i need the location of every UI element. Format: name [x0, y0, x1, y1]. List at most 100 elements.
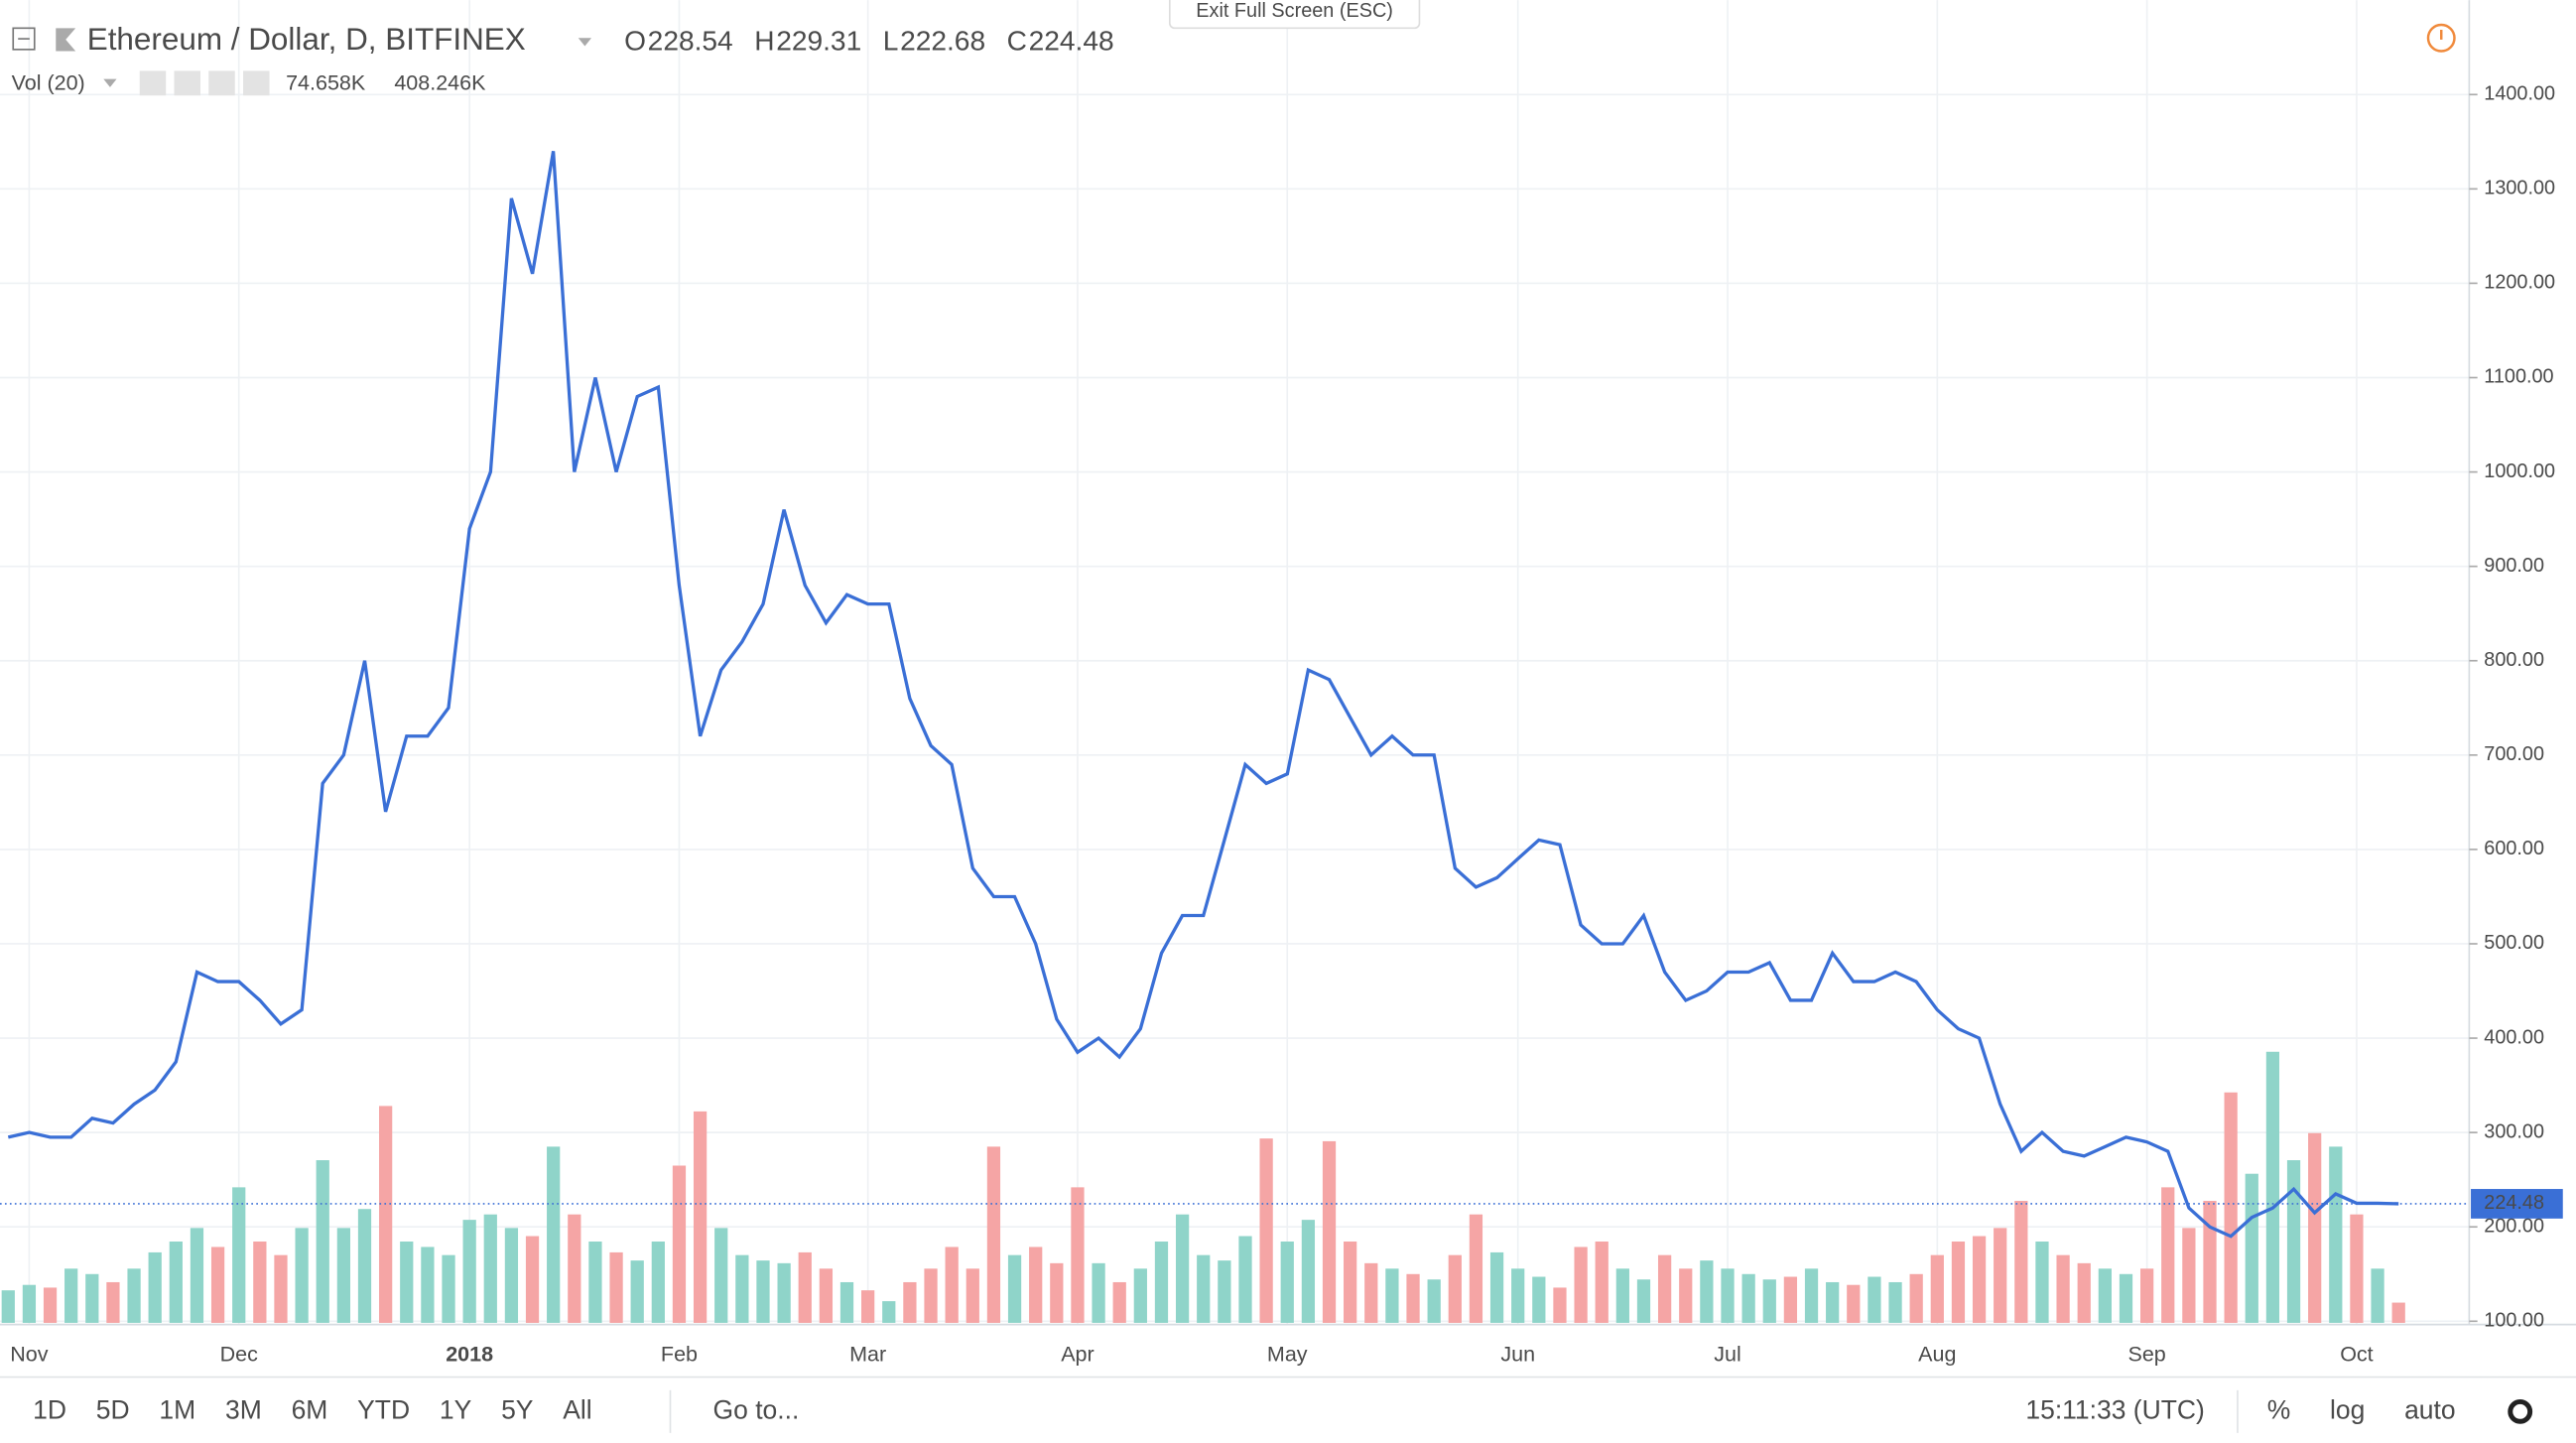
volume-caret[interactable]	[103, 78, 117, 87]
y-tick-label: 1000.00	[2484, 460, 2555, 482]
volume-bar	[1112, 1281, 1126, 1323]
x-tick-label: Dec	[220, 1343, 259, 1367]
volume-bar	[945, 1246, 959, 1323]
ohlc-value: 222.68	[900, 26, 985, 57]
y-tick-label: 1300.00	[2484, 178, 2555, 199]
volume-bar	[1700, 1260, 1714, 1323]
collapse-icon[interactable]	[12, 27, 36, 51]
volume-bar	[1888, 1281, 1902, 1323]
volume-bar	[85, 1273, 99, 1323]
volume-bar	[924, 1268, 938, 1323]
volume-bar	[2077, 1262, 2091, 1323]
remove-icon[interactable]	[243, 70, 270, 96]
grid	[0, 0, 2470, 1325]
volume-bar	[1092, 1262, 1105, 1323]
settings-icon[interactable]	[174, 70, 200, 96]
volume-bar	[1469, 1214, 1483, 1323]
eye-icon[interactable]	[139, 70, 167, 96]
goto-button[interactable]: Go to...	[713, 1394, 800, 1424]
volume-bar	[1762, 1279, 1776, 1323]
volume-bar	[232, 1187, 246, 1323]
volume-bar	[903, 1281, 917, 1323]
volume-bar	[2350, 1214, 2364, 1323]
range-button[interactable]: 6M	[292, 1394, 328, 1424]
volume-bar	[1218, 1260, 1231, 1323]
volume-bar	[2140, 1268, 2154, 1323]
volume-bar	[609, 1251, 623, 1323]
volume-bar	[1783, 1276, 1798, 1323]
volume-bar	[504, 1228, 519, 1323]
volume-bar	[882, 1301, 896, 1323]
volume-bar	[1280, 1242, 1294, 1323]
volume-legend-name: Vol (20)	[12, 70, 85, 94]
range-button[interactable]: 1D	[33, 1394, 66, 1424]
title-caret[interactable]	[578, 38, 592, 47]
volume-bar	[2035, 1242, 2049, 1323]
volume-bar	[1994, 1228, 2007, 1323]
ohlc-value: 229.31	[776, 26, 861, 57]
exit-fullscreen[interactable]	[1168, 0, 1421, 30]
y-tick-label: 500.00	[2484, 932, 2544, 954]
y-tick-label: 300.00	[2484, 1120, 2544, 1142]
y-tick-label: 100.00	[2484, 1310, 2544, 1332]
volume-bar	[1427, 1279, 1441, 1323]
range-button[interactable]: 1M	[159, 1394, 195, 1424]
volume-bar	[43, 1287, 58, 1323]
volume-bar	[568, 1214, 581, 1323]
volume-bar	[1364, 1262, 1378, 1323]
volume-bar	[1301, 1220, 1316, 1323]
ohlc-key: O	[624, 26, 646, 57]
volume-bar	[253, 1242, 267, 1323]
volume-bar	[483, 1214, 497, 1323]
x-tick-label: Apr	[1061, 1343, 1094, 1367]
volume-bar	[1406, 1273, 1420, 1323]
range-button[interactable]: 5Y	[501, 1394, 534, 1424]
price-line	[7, 151, 2399, 1239]
volume-ma: 408.246K	[394, 70, 486, 94]
volume-bar	[1826, 1281, 1840, 1323]
y-tick-label: 900.00	[2484, 555, 2544, 577]
warning-icon[interactable]	[2426, 23, 2456, 53]
add-icon[interactable]	[208, 70, 235, 96]
volume-bar	[1, 1290, 15, 1323]
x-tick-label: Nov	[10, 1343, 49, 1367]
volume-bar	[2329, 1146, 2343, 1323]
scale-option[interactable]: auto	[2404, 1394, 2456, 1424]
volume-bar	[190, 1228, 204, 1323]
volume-bar	[1741, 1273, 1755, 1323]
range-button[interactable]: All	[563, 1394, 591, 1424]
y-tick-label: 700.00	[2484, 743, 2544, 765]
scale-option[interactable]: log	[2330, 1394, 2365, 1424]
range-button[interactable]: 1Y	[440, 1394, 472, 1424]
volume-bar	[1154, 1242, 1169, 1323]
x-tick-label: Mar	[849, 1343, 886, 1367]
volume-bar	[2161, 1187, 2175, 1323]
x-tick-label: May	[1267, 1343, 1308, 1367]
range-button[interactable]: 5D	[96, 1394, 130, 1424]
volume-bar	[2098, 1268, 2112, 1323]
x-tick-label: Sep	[2127, 1343, 2165, 1367]
x-tick-label: Jun	[1500, 1343, 1535, 1367]
range-button[interactable]: YTD	[357, 1394, 410, 1424]
volume-bar	[462, 1220, 476, 1323]
settings-button[interactable]	[2508, 1398, 2533, 1424]
volume-bar	[2224, 1092, 2238, 1323]
volume-layer	[1, 1051, 2405, 1323]
volume-bar	[2245, 1173, 2258, 1323]
volume-bar	[1071, 1187, 1085, 1323]
volume-bar	[1322, 1140, 1337, 1323]
scale-option[interactable]: %	[2267, 1394, 2291, 1424]
volume-bar	[1489, 1251, 1504, 1323]
volume-bar	[1050, 1262, 1064, 1323]
volume-bar	[1344, 1242, 1357, 1323]
volume-bar	[1721, 1268, 1735, 1323]
volume-bar	[1804, 1268, 1819, 1323]
last-price-label: 224.48	[2484, 1192, 2544, 1214]
volume-bar	[1930, 1254, 1944, 1323]
volume-bar	[651, 1242, 665, 1323]
volume-bar	[2182, 1228, 2196, 1323]
volume-bar	[1133, 1268, 1147, 1323]
range-button[interactable]: 3M	[225, 1394, 262, 1424]
volume-bar	[1532, 1276, 1546, 1323]
